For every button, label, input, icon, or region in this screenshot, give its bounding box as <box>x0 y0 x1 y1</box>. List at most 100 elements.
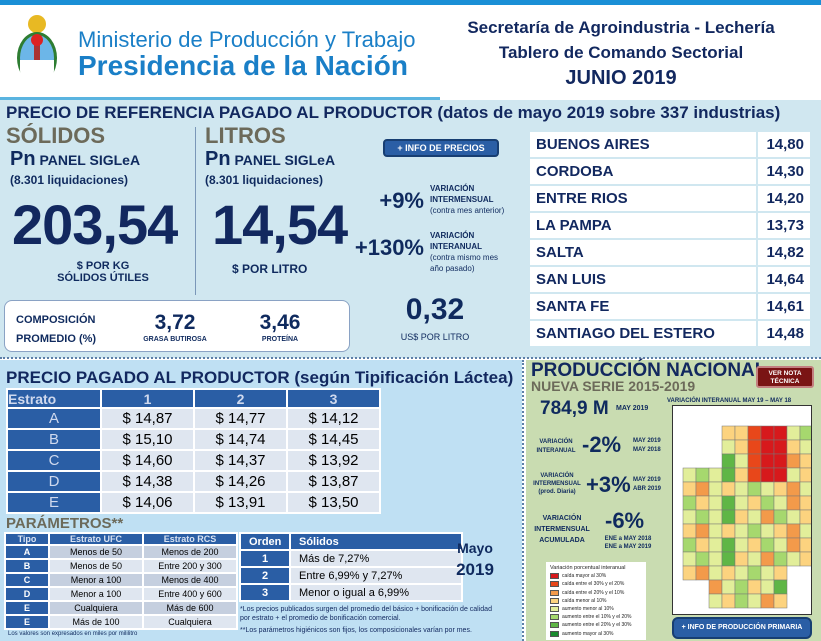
parametros-title: PARÁMETROS** <box>6 515 124 532</box>
l: (contra mes anterior) <box>430 206 505 215</box>
map-region <box>786 453 801 469</box>
legend-swatch <box>550 589 559 596</box>
composition-box <box>4 300 350 352</box>
province-row: ENTRE RIOS 14,20 <box>530 186 810 211</box>
l: INTERMENSUAL <box>533 481 581 487</box>
header-divider <box>0 97 440 100</box>
usd-price: 0,32 <box>405 293 465 326</box>
param-cell: Menos de 50 <box>50 546 142 558</box>
map-region <box>708 481 723 497</box>
map-region <box>708 593 723 609</box>
map-region <box>799 425 811 441</box>
pn: Pn <box>10 148 36 170</box>
price-cell: $ 14,26 <box>195 472 286 491</box>
province-row: LA PAMPA 13,73 <box>530 213 810 238</box>
map-region <box>773 467 788 483</box>
map-region <box>799 551 811 567</box>
usd-unit: US$ POR LITRO <box>400 332 470 342</box>
map-region <box>760 467 775 483</box>
column-header: Estrato RCS <box>144 534 236 544</box>
solids-panel: Pn PANEL SIGLeA <box>10 148 140 171</box>
map-region <box>695 565 710 581</box>
map-region <box>773 551 788 567</box>
solids-label: SÓLIDOS <box>6 123 106 148</box>
footnote-1: *Los precios publicados surgen del prome… <box>240 606 492 613</box>
map-region <box>695 495 710 511</box>
order-cell: 2 <box>241 568 289 583</box>
map-region <box>773 565 788 581</box>
param-cell: D <box>6 588 48 600</box>
map-region <box>786 467 801 483</box>
map-region <box>760 551 775 567</box>
solids-order-table: Orden Sólidos 1 Más de 7,27% 2 Entre 6,99% y … <box>239 532 463 602</box>
legend-label: aumento menor al 10% <box>562 606 614 613</box>
legend-label: caída mayor al 30% <box>562 573 607 580</box>
protein-label: PROTEÍNA <box>261 336 299 343</box>
map-region <box>786 509 801 525</box>
map-region <box>760 495 775 511</box>
l: INTERANUAL <box>536 448 576 454</box>
production-period: MAY 2019 <box>616 405 649 412</box>
fat-label: GRASA BUTIROSA <box>143 336 207 343</box>
param-cell: Cualquiera <box>144 616 236 628</box>
map-region <box>799 439 811 455</box>
map-region <box>734 509 749 525</box>
map-region <box>760 439 775 455</box>
tipificacion-table: Estrato 1 2 3 A $ 14,87 $ 14,77 $ 14,12 B $ 15,10… <box>6 388 381 514</box>
legend-label: aumento entre el 20% y el 30% <box>562 622 632 629</box>
map-region <box>747 495 762 511</box>
map-region <box>721 481 736 497</box>
table-row: E Cualquiera Más de 600 <box>6 602 236 614</box>
annual-variation-label: VARIACIÓN INTERANUAL (contra mismo mes año … <box>430 230 498 274</box>
map-region <box>682 509 697 525</box>
column-header: Estrato <box>8 390 100 407</box>
map-region <box>773 537 788 553</box>
param-cell: Menos de 200 <box>144 546 236 558</box>
order-cell: Menor o igual a 6,99% <box>291 585 461 600</box>
info-prices-button[interactable]: + INFO DE PRECIOS <box>383 139 499 157</box>
price-cell: $ 13,87 <box>288 472 379 491</box>
map-region <box>721 509 736 525</box>
map-legend: Variación porcentual interanual caída may… <box>546 562 646 640</box>
map-region <box>682 481 697 497</box>
table-row: D $ 14,38 $ 14,26 $ 13,87 <box>8 472 379 491</box>
order-cell: Entre 6,99% y 7,27% <box>291 568 461 583</box>
legend-item: aumento entre el 20% y el 30% <box>550 621 642 629</box>
map-region <box>773 523 788 539</box>
map-region <box>760 565 775 581</box>
monthly-variation-label: VARIACIÓN INTERMENSUAL (contra mes anterio… <box>430 183 504 216</box>
top-stripe <box>0 0 821 5</box>
map-region <box>747 425 762 441</box>
map-region <box>721 495 736 511</box>
map-region <box>734 495 749 511</box>
map-region <box>760 509 775 525</box>
price-cell: $ 13,91 <box>195 493 286 512</box>
map-region <box>734 467 749 483</box>
table-month: Mayo <box>457 540 493 556</box>
report-period: JUNIO 2019 <box>565 67 677 89</box>
table-row: B Menos de 50 Entre 200 y 300 <box>6 560 236 572</box>
map-region <box>760 579 775 595</box>
reference-title: PRECIO DE REFERENCIA PAGADO AL PRODUCTOR… <box>6 103 781 122</box>
l: ENE a MAY 2019 <box>604 544 652 550</box>
v2-label: VARIACIÓN INTERMENSUAL (prod. Diaria) <box>528 472 586 496</box>
map-region <box>760 523 775 539</box>
l: (prod. Diaria) <box>538 489 576 495</box>
v2-period: MAY 2019 ABR 2019 <box>633 476 661 494</box>
map-region <box>747 579 762 595</box>
legend-item: caída entre el 30% y el 20% <box>550 580 642 588</box>
technical-note-button[interactable]: VER NOTA TÉCNICA <box>756 366 814 388</box>
production-title: PRODUCCIÓN NACIONAL <box>531 360 767 381</box>
map-region <box>747 565 762 581</box>
legend-item: caída entre el 20% y el 10% <box>550 589 642 597</box>
map-region <box>695 481 710 497</box>
map-region <box>773 453 788 469</box>
legend-item: aumento entre el 10% y el 20% <box>550 613 642 621</box>
province-row: SAN LUIS 14,64 <box>530 267 810 292</box>
province-name: SALTA <box>530 240 756 265</box>
map-region <box>721 439 736 455</box>
legend-item: caída menor al 10% <box>550 597 642 605</box>
v1-period: MAY 2019 MAY 2018 <box>633 437 661 455</box>
info-production-button[interactable]: + INFO DE PRODUCCIÓN PRIMARIA <box>672 617 812 639</box>
param-cell: C <box>6 574 48 586</box>
